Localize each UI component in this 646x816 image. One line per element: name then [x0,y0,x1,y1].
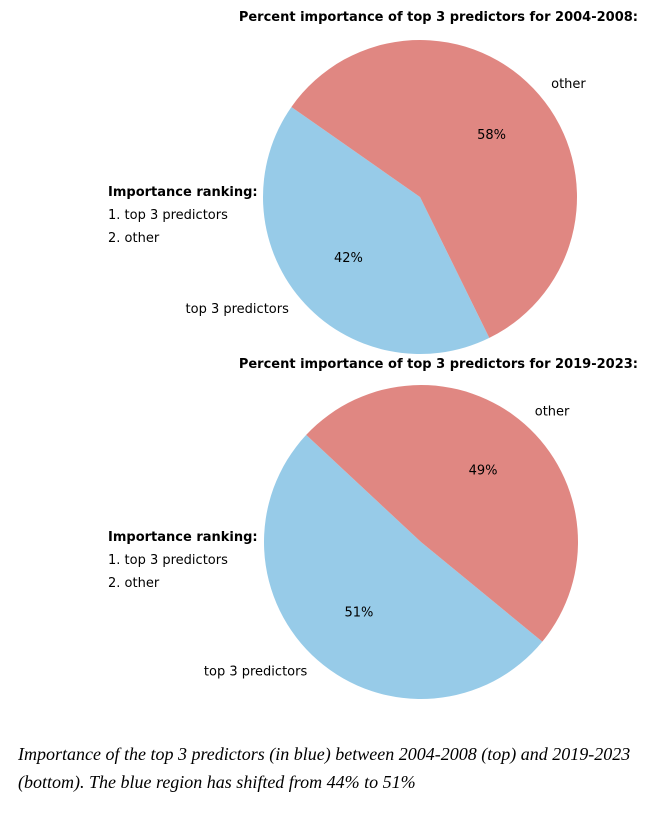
pie-slice-top-3-predictors [263,106,490,355]
chart-title: Percent importance of top 3 predictors f… [238,10,638,25]
slice-category-label: top 3 predictors [186,302,290,317]
pie-svg: 51% top 3 predictors 49% other [204,384,579,699]
pie-chart-2019-2023: Percent importance of top 3 predictors f… [0,350,646,720]
slice-percent-label: 49% [469,464,498,479]
pie-slice-other [291,39,578,338]
pie-chart-2004-2008: Percent importance of top 3 predictors f… [0,0,646,360]
pie-svg: 42% top 3 predictors 58% other [186,39,586,355]
figure-caption: Importance of the top 3 predictors (in b… [18,744,631,792]
ranking-item-1: 1. top 3 predictors [108,208,228,223]
ranking-item-2: 2. other [108,231,160,246]
ranking-heading: Importance ranking: [108,530,258,545]
ranking-item-2: 2. other [108,576,160,591]
slice-category-label: other [551,77,586,92]
slice-percent-label: 58% [477,128,506,143]
pie-slice-top-3-predictors [264,434,543,699]
slice-category-label: top 3 predictors [204,664,308,679]
ranking-item-1: 1. top 3 predictors [108,553,228,568]
slice-percent-label: 42% [334,251,363,266]
importance-ranking: Importance ranking: 1. top 3 predictors … [108,526,258,595]
slice-percent-label: 51% [344,605,373,620]
importance-ranking: Importance ranking: 1. top 3 predictors … [108,181,258,250]
slice-category-label: other [535,405,570,420]
ranking-heading: Importance ranking: [108,185,258,200]
pie-slice-other [306,384,579,642]
chart-title: Percent importance of top 3 predictors f… [238,357,638,372]
